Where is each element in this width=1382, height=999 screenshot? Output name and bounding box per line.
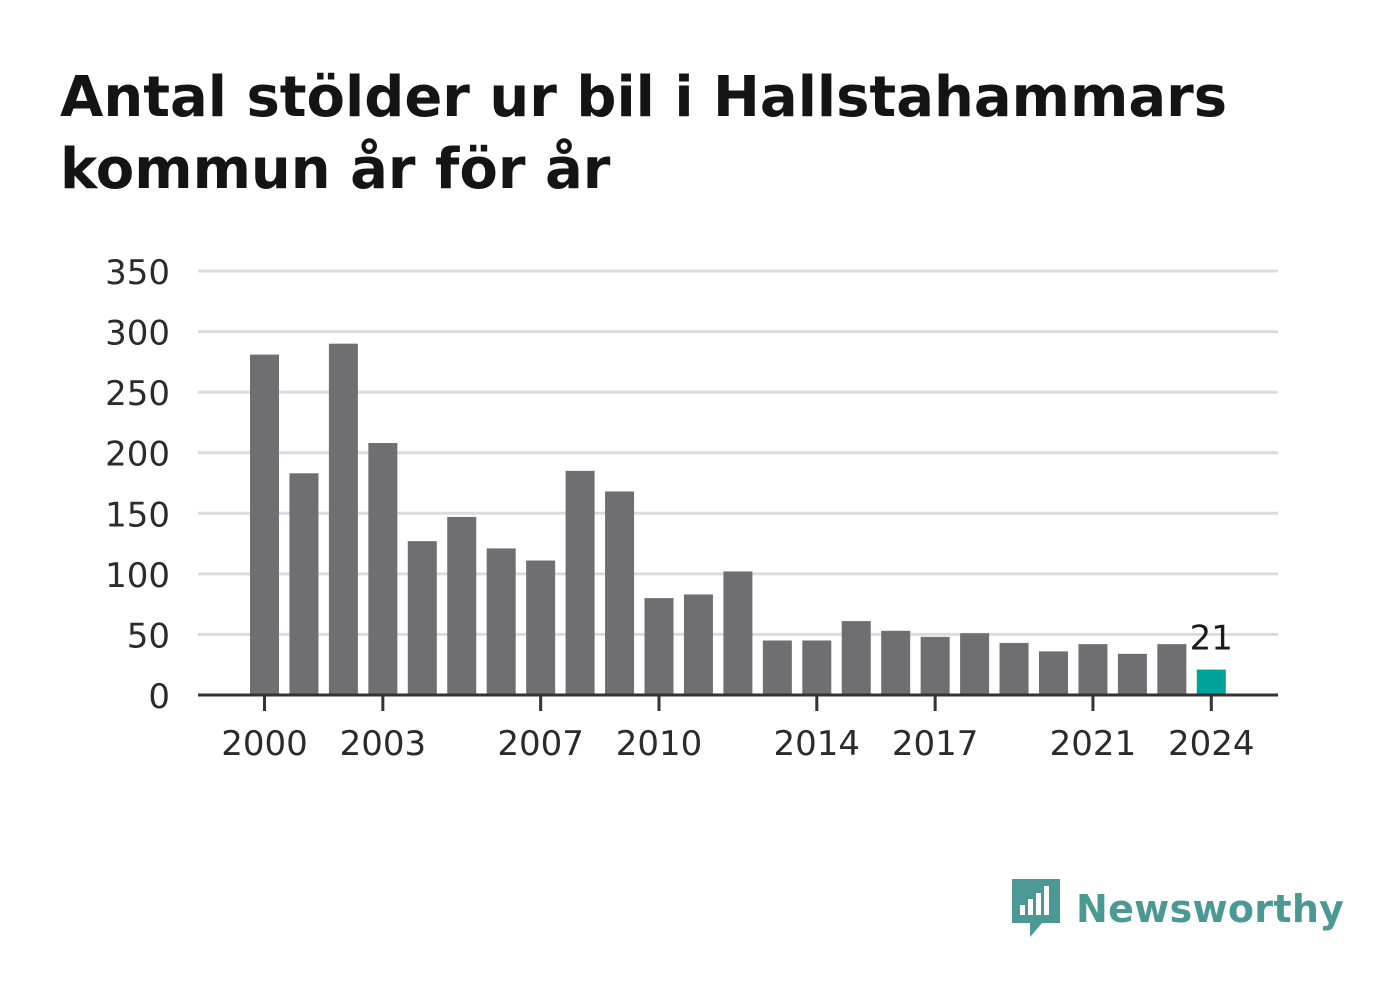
bar-2002 [328,343,358,695]
bar-2004 [407,541,437,695]
y-tick-label: 50 [127,616,170,656]
bar-2003 [368,443,398,695]
y-tick-label: 150 [105,495,170,535]
x-tick-label: 2003 [340,724,427,764]
y-tick-label: 250 [105,374,170,414]
bar-2024 [1196,669,1226,695]
newsworthy-logo-icon [1012,879,1060,937]
y-tick-label: 100 [105,556,170,596]
bar-2020 [1039,651,1068,695]
bar-2006 [486,548,516,695]
bar-2008 [565,470,595,695]
x-tick-label: 2010 [616,724,703,764]
brand-name: Newsworthy [1076,887,1345,931]
bar-2010 [644,598,674,695]
bar-2012 [723,571,753,695]
bar-2021 [1078,644,1108,695]
x-tick-label: 2021 [1050,724,1137,764]
x-tick-label: 2007 [497,724,584,764]
bar-2014 [802,640,832,695]
bar-2005 [447,516,477,695]
x-tick-label: 2014 [774,724,861,764]
bar-2015 [841,621,871,695]
bar-2001 [289,473,319,695]
bar-2000 [250,354,279,695]
bar-2013 [762,640,792,695]
bar-2017 [920,636,950,695]
y-tick-label: 0 [148,677,170,717]
newsworthy-brand: Newsworthy [1010,876,1344,942]
axes [198,693,1278,711]
y-tick-label: 350 [105,253,170,293]
chart-title: Antal stölder ur bil i Hallstahammars ko… [60,65,1228,202]
bar-2011 [683,594,713,695]
x-tick-label: 2017 [892,724,979,764]
bar-2009 [605,491,635,695]
y-tick-label: 200 [105,435,170,475]
bar-2023 [1157,644,1187,695]
bar-2007 [526,560,556,695]
y-tick-label: 300 [105,314,170,354]
bars [250,343,1226,695]
x-tick-label: 2000 [221,724,308,764]
bar-2016 [881,630,911,695]
bar-2022 [1117,653,1147,695]
bar-2018 [960,633,990,695]
bar-2019 [999,642,1029,695]
highlight-value-label: 21 [1190,619,1233,659]
labels: 0 50 100 150 200 250 300 350 2000 2003 2007 2010 201… [105,253,1254,764]
x-tick-label: 2024 [1168,724,1255,764]
